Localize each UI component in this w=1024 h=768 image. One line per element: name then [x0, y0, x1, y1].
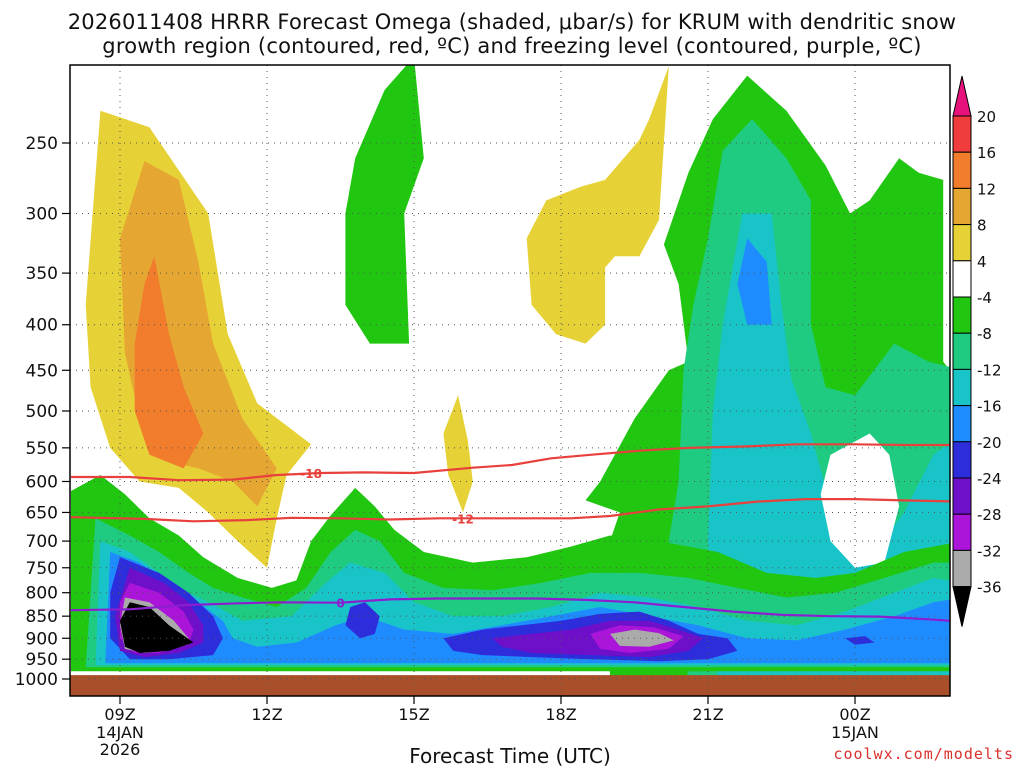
omega-ascent-zone-2-yellow: [443, 395, 473, 513]
omega-colorbar: 20 16 12 8 4 -4 -8 -12 -16 -20 -24 -28 -32 -36: [952, 75, 1002, 627]
omega-shaded-fields: [70, 65, 950, 696]
y-tick-label-300: 300: [26, 204, 58, 224]
chart-axes: 2503003504004505005506006507007508008509…: [15, 64, 951, 759]
colorbar-segment-8: [952, 368, 972, 407]
colorbar-label-minus8: -8: [977, 325, 992, 343]
colorbar-segment-9: [952, 405, 972, 443]
y-tick-label-700: 700: [26, 532, 58, 552]
colorbar-segment-5: [952, 260, 972, 298]
chart-title-line-2: growth region (contoured, red, ºC) and f…: [102, 34, 922, 58]
y-tick-label-500: 500: [26, 402, 58, 422]
x-axis-label: Forecast Time (UTC): [409, 744, 611, 768]
colorbar-segment-11: [952, 477, 972, 515]
y-tick-label-750: 750: [26, 559, 58, 579]
omega-descent-right-blue: [737, 238, 772, 325]
freezing-level-contour: [70, 597, 950, 622]
colorbar-segment-3: [952, 187, 972, 226]
source-credit[interactable]: coolwx.com/modelts: [833, 745, 1014, 763]
colorbar-segment-7: [952, 332, 972, 370]
y-tick-label-1000: 1000: [15, 670, 58, 690]
temperature-contours: -18 -12 0: [70, 443, 950, 622]
omega-descent-upper-green: [345, 65, 424, 344]
chart-title-line-1: 2026011408 HRRR Forecast Omega (shaded, …: [67, 10, 957, 34]
ground-band: [70, 675, 950, 696]
dgz-minus18-contour: [71, 443, 950, 482]
y-tick-label-550: 550: [26, 439, 58, 459]
x-tick-label-18Z: 18Z: [545, 705, 576, 724]
y-tick-label-400: 400: [26, 316, 58, 336]
x-tick-sublabel-14JAN: 14JAN: [96, 723, 144, 742]
dgz-minus12-contour-label: -12: [452, 512, 474, 526]
omega-descent-dot-navy: [845, 636, 875, 645]
colorbar-label-8: 8: [977, 217, 987, 235]
plot-frame: [69, 64, 951, 697]
colorbar-segment-10: [952, 441, 972, 479]
y-tick-label-600: 600: [26, 472, 58, 492]
omega-ascent-zone-1-orange: [134, 256, 204, 469]
freezing-level-contour-label: 0: [336, 597, 344, 611]
omega-descent-lower-cyan: [95, 541, 950, 666]
colorbar-label-minus16: -16: [977, 398, 1002, 416]
omega-descent-lower-blue: [105, 552, 950, 664]
x-tick-label-09Z: 09Z: [104, 705, 135, 724]
colorbar-label-16: 16: [977, 144, 996, 162]
x-tick-label-00Z: 00Z: [839, 705, 870, 724]
y-tick-label-250: 250: [26, 134, 58, 154]
colorbar-label-minus12: -12: [977, 361, 1002, 379]
x-tick-label-15Z: 15Z: [398, 705, 429, 724]
y-tick-label-800: 800: [26, 584, 58, 604]
colorbar-segment-2: [952, 151, 972, 189]
omega-descent-cell-navy: [345, 602, 380, 639]
dgz-minus12-contour: [70, 498, 950, 523]
omega-freezing-gap-white: [820, 433, 900, 568]
omega-descent-lower-black: [120, 602, 194, 653]
colorbar-bottom-arrow: [952, 586, 972, 627]
colorbar-label-minus36: -36: [977, 579, 1002, 597]
colorbar-segment-12: [952, 513, 972, 551]
x-tick-sublabel-15JAN: 15JAN: [831, 723, 879, 742]
colorbar-segment-4: [952, 224, 972, 262]
colorbar-label-minus32: -32: [977, 542, 1002, 560]
x-tick-label-12Z: 12Z: [251, 705, 282, 724]
colorbar-label-minus4: -4: [977, 289, 992, 307]
y-tick-label-450: 450: [26, 361, 58, 381]
omega-ascent-zone-3-yellow: [526, 66, 669, 344]
colorbar-label-minus24: -24: [977, 470, 1002, 488]
colorbar-segment-13: [952, 549, 972, 588]
x-tick-label-21Z: 21Z: [692, 705, 723, 724]
y-tick-label-900: 900: [26, 629, 58, 649]
y-tick-label-350: 350: [26, 264, 58, 284]
colorbar-label-4: 4: [977, 253, 987, 271]
y-tick-label-650: 650: [26, 503, 58, 523]
colorbar-label-12: 12: [977, 180, 996, 198]
y-tick-label-950: 950: [26, 650, 58, 670]
colorbar-segment-1: [952, 115, 972, 153]
omega-descent-lower-gray-2: [610, 629, 674, 647]
x-tick-sublabel-2026: 2026: [100, 740, 141, 759]
colorbar-label-20: 20: [977, 108, 996, 126]
colorbar-segment-6: [952, 296, 972, 334]
colorbar-label-minus28: -28: [977, 506, 1002, 524]
dgz-minus18-contour-label: -18: [300, 467, 322, 481]
colorbar-label-minus20: -20: [977, 434, 1002, 452]
y-tick-label-850: 850: [26, 607, 58, 627]
colorbar-top-arrow: [952, 75, 972, 117]
